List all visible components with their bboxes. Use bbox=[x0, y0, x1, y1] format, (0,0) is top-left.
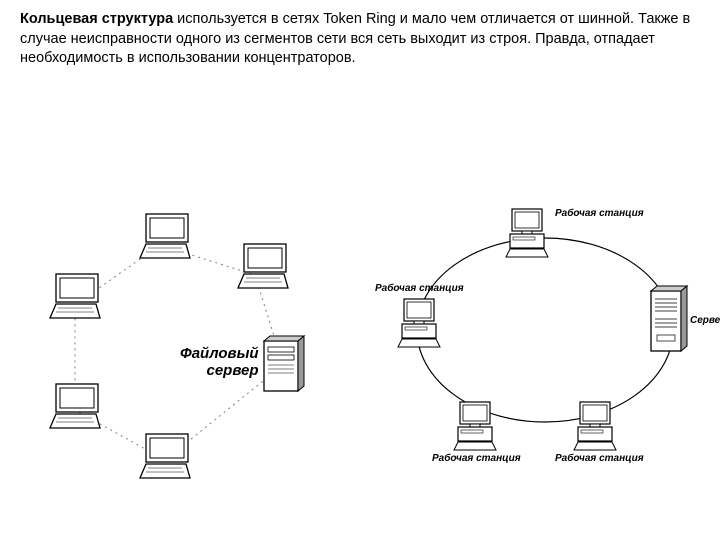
laptop-node bbox=[130, 210, 200, 265]
workstation-label: Рабочая станция bbox=[432, 453, 521, 464]
pc-node bbox=[392, 295, 447, 350]
pc-node bbox=[500, 205, 555, 260]
diagram-area: Файловый сервер Рабочая станция Рабочая … bbox=[0, 130, 720, 530]
server-tall-node bbox=[645, 285, 693, 357]
server-tall-icon bbox=[645, 285, 693, 357]
workstation-label: Рабочая станция bbox=[555, 453, 644, 464]
laptop-icon bbox=[130, 210, 200, 265]
intro-paragraph: Кольцевая структура используется в сетях… bbox=[20, 10, 700, 69]
server-node bbox=[258, 335, 308, 397]
pc-icon bbox=[568, 398, 623, 453]
server-label: Сервер bbox=[690, 315, 720, 326]
label-text: Файловый сервер bbox=[180, 345, 259, 379]
pc-icon bbox=[392, 295, 447, 350]
bold-lead: Кольцевая структура bbox=[20, 11, 173, 27]
laptop-node bbox=[40, 380, 110, 435]
file-server-label: Файловый сервер bbox=[180, 345, 259, 379]
laptop-icon bbox=[40, 270, 110, 325]
pc-icon bbox=[500, 205, 555, 260]
laptop-icon bbox=[228, 240, 298, 295]
pc-icon bbox=[448, 398, 503, 453]
laptop-node bbox=[130, 430, 200, 485]
pc-node bbox=[448, 398, 503, 453]
workstation-label: Рабочая станция bbox=[375, 283, 464, 294]
laptop-icon bbox=[130, 430, 200, 485]
workstation-label: Рабочая станция bbox=[555, 208, 644, 219]
laptop-node bbox=[40, 270, 110, 325]
pc-node bbox=[568, 398, 623, 453]
laptop-icon bbox=[40, 380, 110, 435]
server-icon bbox=[258, 335, 308, 397]
laptop-node bbox=[228, 240, 298, 295]
